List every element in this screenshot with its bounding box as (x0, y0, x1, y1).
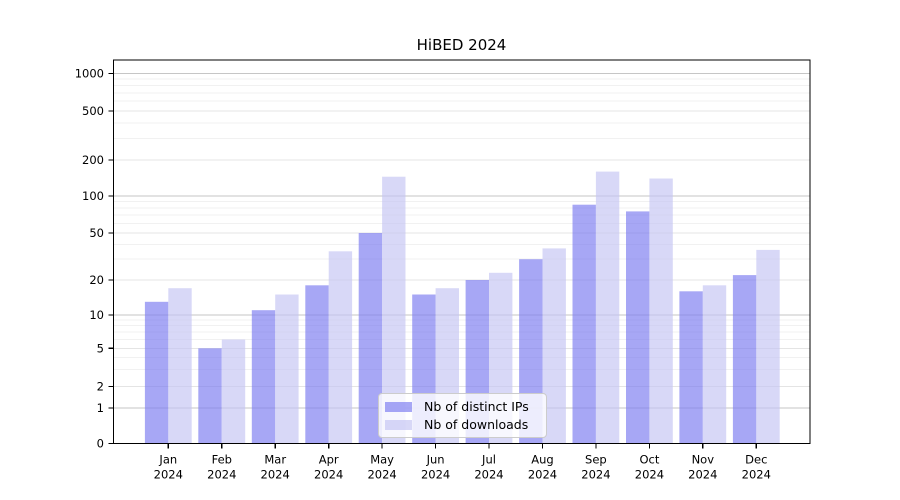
bar-feb-downloads (221, 339, 246, 444)
axes-box (113, 59, 811, 444)
legend-label-distinct-ips: Nb of distinct IPs (424, 399, 529, 414)
bar-nov-downloads (702, 285, 727, 444)
y-tick-label-100: 100 (82, 189, 104, 203)
bar-oct-downloads (649, 178, 673, 444)
legend-label-downloads: Nb of downloads (424, 417, 529, 432)
x-tick-label-apr: Apr 2024 (314, 453, 343, 482)
legend-swatch-distinct-ips (385, 401, 412, 412)
bar-dec-distinct-ips (732, 275, 757, 444)
legend-item-downloads: Nb of downloads (385, 417, 538, 432)
bar-mar-downloads (275, 294, 299, 444)
y-tick-label-10: 10 (89, 308, 104, 322)
chart-title: HiBED 2024 (416, 36, 507, 54)
x-tick-label-jan: Jan 2024 (154, 453, 183, 482)
bar-apr-distinct-ips (305, 285, 329, 444)
x-tick-label-feb: Feb 2024 (207, 453, 236, 482)
legend: Nb of distinct IPs Nb of downloads (378, 393, 547, 438)
bar-jan-downloads (168, 288, 192, 444)
bar-feb-distinct-ips (198, 348, 222, 444)
bar-sep-downloads (595, 171, 620, 444)
y-tick-label-500: 500 (82, 104, 104, 118)
y-tick-label-20: 20 (89, 273, 104, 287)
y-tick-label-200: 200 (82, 153, 104, 167)
bar-nov-distinct-ips (679, 291, 703, 444)
legend-item-distinct-ips: Nb of distinct IPs (385, 399, 538, 414)
x-tick-label-jun: Jun 2024 (421, 453, 450, 482)
y-tick-label-2: 2 (97, 380, 104, 394)
x-tick-label-jul: Jul 2024 (474, 453, 503, 482)
x-tick-label-may: May 2024 (367, 453, 396, 482)
bar-may-downloads (382, 176, 406, 444)
x-tick-label-oct: Oct 2024 (635, 453, 664, 482)
bar-oct-distinct-ips (626, 211, 650, 444)
x-tick-label-nov: Nov 2024 (688, 453, 717, 482)
bar-jan-distinct-ips (144, 301, 169, 444)
y-tick-label-1: 1 (97, 401, 104, 415)
y-tick-label-5: 5 (97, 341, 104, 355)
bar-aug-downloads (542, 248, 566, 444)
y-tick-label-0: 0 (97, 437, 104, 451)
bar-may-distinct-ips (358, 233, 383, 444)
bar-sep-distinct-ips (572, 204, 596, 444)
bar-apr-downloads (328, 251, 353, 444)
y-tick-label-50: 50 (89, 226, 104, 240)
x-tick-label-dec: Dec 2024 (742, 453, 771, 482)
x-tick-label-mar: Mar 2024 (261, 453, 290, 482)
bar-dec-downloads (756, 249, 780, 444)
y-tick-label-1000: 1000 (75, 67, 104, 81)
x-tick-label-aug: Aug 2024 (528, 453, 557, 482)
legend-swatch-downloads (385, 419, 412, 430)
bar-mar-distinct-ips (251, 310, 276, 444)
x-tick-label-sep: Sep 2024 (581, 453, 610, 482)
